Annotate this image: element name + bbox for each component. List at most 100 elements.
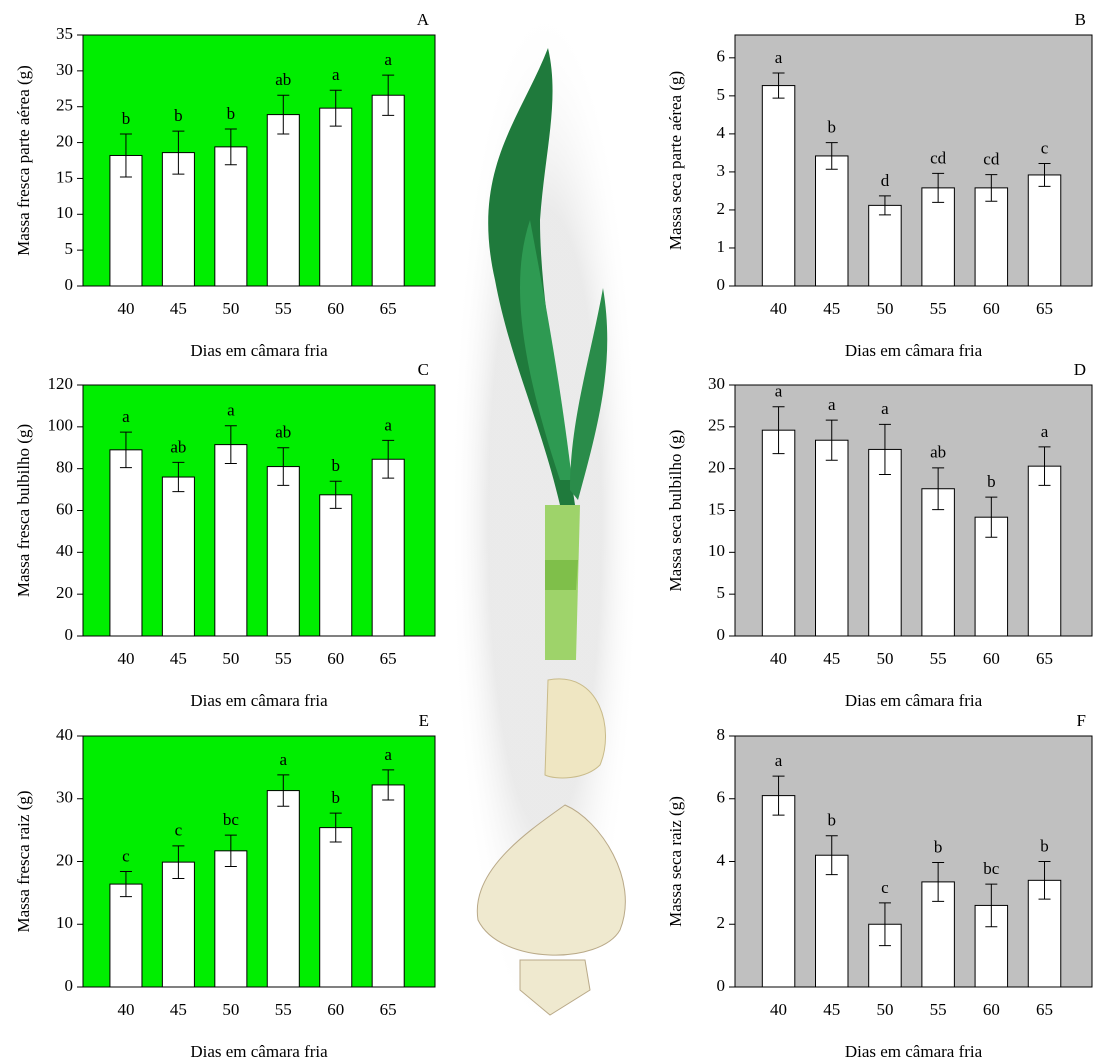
error-bar <box>224 425 237 464</box>
error-bar <box>932 467 945 511</box>
y-tick-label: 30 <box>708 374 725 393</box>
bar <box>371 458 405 637</box>
significance-letter: c <box>1041 138 1049 157</box>
x-tick-label: 50 <box>222 1000 239 1019</box>
significance-letter: a <box>332 65 340 84</box>
y-tick-label: 120 <box>48 374 74 393</box>
error-bar <box>985 496 998 538</box>
y-axis-label: Massa fresca bulbilho (g) <box>14 424 33 597</box>
panel: D Massa seca bulbilho (g) Dias em câmara f… <box>666 360 1093 710</box>
y-tick-label: 5 <box>717 85 726 104</box>
error-bar <box>224 128 237 166</box>
error-bar <box>329 89 342 127</box>
x-axis-label: Dias em câmara fria <box>190 341 328 360</box>
y-tick-label: 30 <box>56 60 73 79</box>
panel-label: B <box>1075 10 1086 29</box>
x-tick-label: 55 <box>930 649 947 668</box>
significance-letter: b <box>331 788 340 807</box>
bar <box>974 187 1009 287</box>
y-tick-label: 3 <box>717 161 726 180</box>
significance-letter: a <box>384 50 392 69</box>
bar <box>815 439 849 637</box>
significance-letter: a <box>384 415 392 434</box>
x-tick-label: 60 <box>327 1000 344 1019</box>
x-axis-label: Dias em câmara fria <box>845 691 983 710</box>
y-tick-label: 4 <box>717 123 726 142</box>
bar <box>266 114 300 287</box>
significance-letter: c <box>122 846 130 865</box>
y-tick-label: 35 <box>56 24 73 43</box>
x-tick-label: 60 <box>327 649 344 668</box>
y-tick-label: 8 <box>717 725 726 744</box>
y-tick-label: 0 <box>65 275 74 294</box>
x-tick-label: 50 <box>222 299 239 318</box>
panel-label: C <box>418 360 429 379</box>
y-axis-label: Massa seca parte aérea (g) <box>666 71 685 250</box>
significance-letter: a <box>227 401 235 420</box>
x-tick-label: 40 <box>770 649 787 668</box>
significance-letter: ab <box>930 443 946 462</box>
y-tick-label: 2 <box>717 913 726 932</box>
x-tick-label: 50 <box>876 649 893 668</box>
significance-letter: b <box>1040 836 1049 855</box>
x-tick-label: 50 <box>876 299 893 318</box>
bar <box>371 94 405 287</box>
bar <box>214 146 248 287</box>
error-bar <box>172 130 185 175</box>
y-tick-label: 40 <box>56 541 73 560</box>
error-bar <box>1038 163 1051 187</box>
error-bar <box>382 439 395 479</box>
significance-letter: ab <box>170 437 186 456</box>
x-tick-label: 45 <box>170 299 187 318</box>
x-tick-label: 40 <box>117 649 134 668</box>
x-tick-label: 60 <box>983 649 1000 668</box>
significance-letter: a <box>122 407 130 426</box>
y-tick-label: 25 <box>56 96 73 115</box>
error-bar <box>119 871 132 898</box>
error-bar <box>772 775 785 816</box>
error-bar <box>119 431 132 469</box>
panel: A Massa fresca parte aérea (g) Dias em câm… <box>14 10 436 360</box>
y-tick-label: 0 <box>65 976 74 995</box>
x-tick-label: 60 <box>327 299 344 318</box>
y-tick-label: 15 <box>708 499 725 518</box>
error-bar <box>772 72 785 99</box>
x-axis-label: Dias em câmara fria <box>190 1042 328 1061</box>
bar <box>266 466 300 637</box>
x-tick-label: 45 <box>823 299 840 318</box>
y-tick-label: 30 <box>56 788 73 807</box>
significance-letter: a <box>775 382 783 401</box>
error-bar <box>825 419 838 461</box>
y-tick-label: 20 <box>56 131 73 150</box>
significance-letter: a <box>280 750 288 769</box>
bar <box>319 107 353 287</box>
x-tick-label: 65 <box>1036 649 1053 668</box>
error-bar <box>224 834 237 868</box>
y-tick-label: 60 <box>56 499 73 518</box>
error-bar <box>878 902 891 947</box>
significance-letter: b <box>331 456 340 475</box>
x-axis-label: Dias em câmara fria <box>845 341 983 360</box>
significance-letter: a <box>1041 422 1049 441</box>
x-tick-label: 45 <box>823 1000 840 1019</box>
x-tick-label: 60 <box>983 1000 1000 1019</box>
x-tick-label: 40 <box>770 1000 787 1019</box>
significance-letter: b <box>827 811 836 830</box>
bar <box>921 488 955 637</box>
significance-letter: a <box>775 48 783 67</box>
significance-letter: ab <box>275 70 291 89</box>
panel-label: A <box>417 10 430 29</box>
error-bar <box>329 812 342 843</box>
bar <box>761 795 796 988</box>
x-tick-label: 50 <box>222 649 239 668</box>
y-tick-label: 0 <box>717 275 726 294</box>
y-tick-label: 0 <box>65 625 74 644</box>
y-tick-label: 15 <box>56 167 73 186</box>
significance-letter: a <box>775 751 783 770</box>
significance-letter: a <box>384 745 392 764</box>
bar <box>761 85 796 287</box>
error-bar <box>825 142 838 170</box>
x-tick-label: 55 <box>275 299 292 318</box>
y-axis-label: Massa fresca raiz (g) <box>14 790 33 932</box>
x-tick-label: 40 <box>117 299 134 318</box>
